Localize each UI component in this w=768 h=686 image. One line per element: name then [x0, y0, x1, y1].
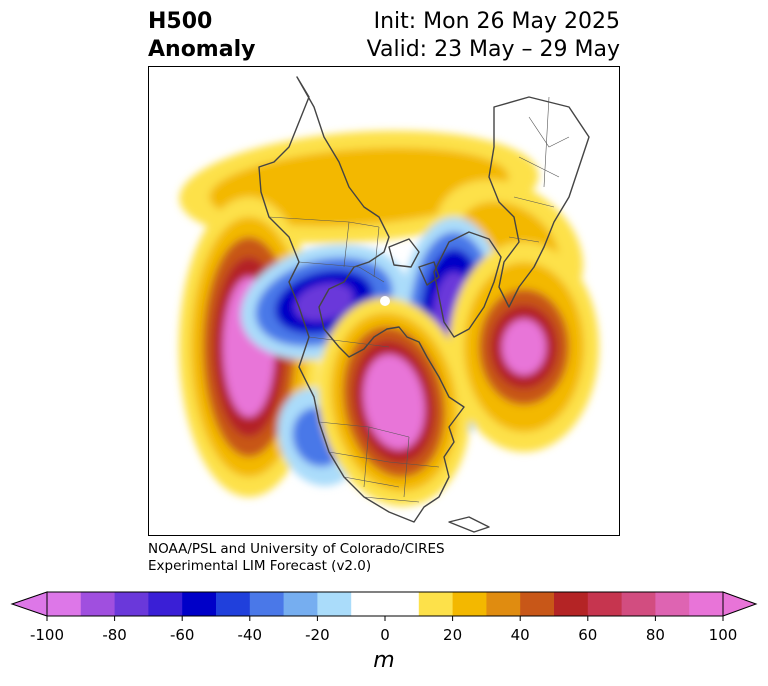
- credit-line-1: NOAA/PSL and University of Colorado/CIRE…: [148, 541, 445, 557]
- positive-band-north-level: [209, 147, 509, 227]
- colorbar-cell: [554, 592, 589, 616]
- colorbar-cell: [621, 592, 656, 616]
- negative-anomaly-canada-level: [294, 282, 354, 322]
- colorbar: [10, 591, 758, 621]
- north-america-coastline: [258, 76, 465, 523]
- positive-anomaly-east: [449, 242, 599, 452]
- colorbar-extend-low: [10, 591, 48, 617]
- colorbar-tick-label: 60: [578, 626, 598, 644]
- colorbar-tick-label: 20: [443, 626, 463, 644]
- colorbar-tick-label: 0: [380, 626, 390, 644]
- colorbar-ticks: [46, 616, 724, 621]
- colorbar-cell: [114, 592, 149, 616]
- title-variable: H500: [148, 9, 213, 34]
- init-date: Init: Mon 26 May 2025: [373, 9, 620, 34]
- colorbar-tick-label: -80: [102, 626, 127, 644]
- title-field: Anomaly: [148, 37, 256, 62]
- colorbar-cell: [317, 592, 352, 616]
- colorbar-extend-high: [722, 591, 758, 617]
- colorbar-cell: [418, 592, 454, 616]
- coastlines: [258, 76, 590, 533]
- colorbar-cell: [689, 592, 724, 616]
- valid-range: Valid: 23 May – 29 May: [366, 37, 620, 62]
- eurasia-coastline: [488, 96, 590, 308]
- colorbar-cell: [148, 592, 183, 616]
- colorbar-tick-label: 80: [645, 626, 665, 644]
- colorbar-cell: [520, 592, 555, 616]
- colorbar-cell: [351, 592, 386, 616]
- caribbean-islands: [448, 516, 490, 533]
- colorbar-cell: [283, 592, 318, 616]
- colorbar-cell: [216, 592, 251, 616]
- colorbar-tick-label: -40: [237, 626, 263, 644]
- colorbar-cell: [486, 592, 521, 616]
- credit-line-2: Experimental LIM Forecast (v2.0): [148, 558, 372, 574]
- colorbar-cell: [452, 592, 487, 616]
- colorbar-tick-label: -60: [169, 626, 195, 644]
- anomaly-map: [148, 66, 620, 536]
- colorbar-cells: [47, 592, 724, 616]
- colorbar-cell: [182, 592, 217, 616]
- anomaly-contours: [179, 130, 599, 507]
- forecast-dates: Init: Mon 26 May 2025 Valid: 23 May – 29…: [367, 8, 620, 64]
- colorbar-tick-label: 40: [510, 626, 530, 644]
- colorbar-cell: [47, 592, 82, 616]
- political-borders: [268, 96, 570, 503]
- anomaly-map-canvas: [179, 76, 599, 533]
- colorbar-cell: [587, 592, 623, 616]
- arctic-islands: [388, 238, 440, 286]
- colorbar-tick-label: 100: [708, 626, 738, 644]
- colorbar-cell: [655, 592, 690, 616]
- greenland-coastline: [433, 231, 502, 338]
- colorbar-cell: [80, 592, 116, 616]
- credit-text: NOAA/PSL and University of Colorado/CIRE…: [148, 541, 445, 575]
- positive-anomaly-central: [317, 297, 471, 507]
- colorbar-tick-label: -20: [305, 626, 330, 644]
- colorbar-tick-label: -100: [29, 626, 65, 644]
- positive-anomaly-east-level: [502, 319, 546, 375]
- colorbar-cell: [385, 592, 420, 616]
- colorbar-cell: [249, 592, 285, 616]
- colorbar-units: m: [373, 648, 395, 673]
- positive-anomaly-central-level: [363, 354, 425, 450]
- north-pole-marker: [380, 296, 390, 306]
- map-title: H500 Anomaly: [148, 8, 255, 64]
